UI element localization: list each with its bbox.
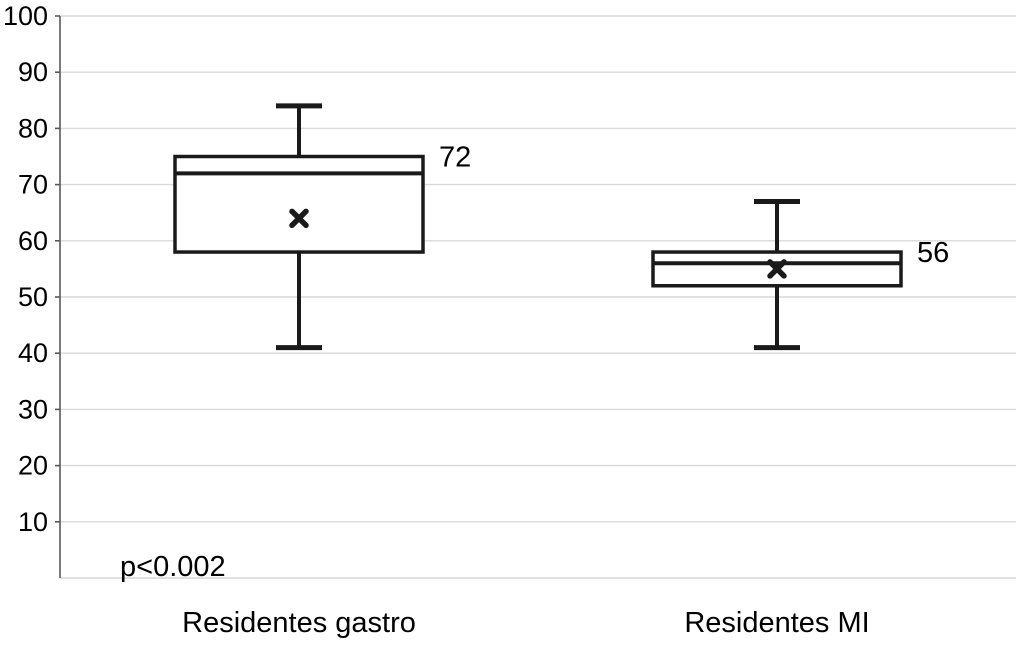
y-axis-tick-label: 90: [18, 57, 48, 87]
iqr-box: [173, 154, 425, 254]
p-value-annotation: p<0.002: [120, 551, 226, 583]
category-label: Residentes gastro: [182, 607, 416, 639]
box-value-label: 56: [917, 237, 949, 269]
y-axis-tick-label: 10: [18, 507, 48, 537]
y-axis-tick-label: 50: [18, 282, 48, 312]
y-axis-tick-label: 30: [18, 394, 48, 424]
y-axis-tick-label: 60: [18, 226, 48, 256]
mean-x-marker-icon: [767, 259, 787, 279]
y-axis-tick-label: 20: [18, 451, 48, 481]
y-axis-tick-label: 40: [18, 338, 48, 368]
mean-x-marker-icon: [289, 208, 309, 229]
y-axis-tick-label: 100: [3, 1, 48, 31]
y-axis-tick-label: 70: [18, 170, 48, 200]
category-label: Residentes MI: [684, 607, 869, 639]
box-value-label: 72: [439, 142, 471, 174]
y-axis-tick-label: 80: [18, 113, 48, 143]
